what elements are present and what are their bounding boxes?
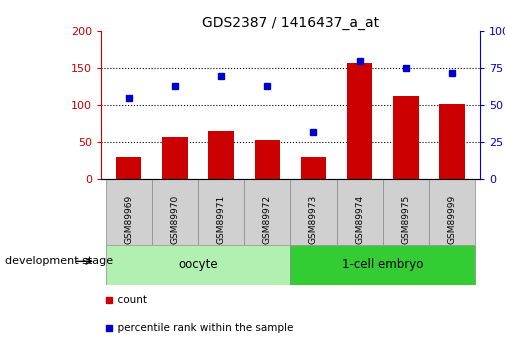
Text: GSM89970: GSM89970 — [170, 194, 179, 244]
Bar — [162, 137, 187, 179]
Bar — [209, 131, 234, 179]
Bar — [198, 179, 244, 245]
Bar — [290, 245, 475, 285]
Text: count: count — [111, 295, 147, 305]
Bar — [152, 179, 198, 245]
Bar — [383, 179, 429, 245]
Bar — [106, 179, 152, 245]
Text: GSM89969: GSM89969 — [124, 194, 133, 244]
Bar — [244, 179, 290, 245]
Bar — [393, 96, 419, 179]
Text: GSM89972: GSM89972 — [263, 195, 272, 244]
Text: GSM89974: GSM89974 — [355, 195, 364, 244]
Text: GSM89971: GSM89971 — [217, 194, 226, 244]
Bar — [106, 245, 290, 285]
Text: GSM89973: GSM89973 — [309, 194, 318, 244]
Text: oocyte: oocyte — [178, 258, 218, 271]
Bar — [429, 179, 475, 245]
Bar — [439, 104, 465, 179]
Bar — [347, 63, 372, 179]
Text: GSM89999: GSM89999 — [447, 194, 457, 244]
Text: 1-cell embryo: 1-cell embryo — [342, 258, 423, 271]
Text: development stage: development stage — [5, 256, 113, 266]
Bar — [336, 179, 383, 245]
Bar — [116, 157, 141, 179]
Bar — [255, 140, 280, 179]
Bar — [290, 179, 336, 245]
Bar — [301, 157, 326, 179]
Text: percentile rank within the sample: percentile rank within the sample — [111, 323, 293, 333]
Text: GSM89975: GSM89975 — [401, 194, 411, 244]
Title: GDS2387 / 1416437_a_at: GDS2387 / 1416437_a_at — [202, 16, 379, 30]
